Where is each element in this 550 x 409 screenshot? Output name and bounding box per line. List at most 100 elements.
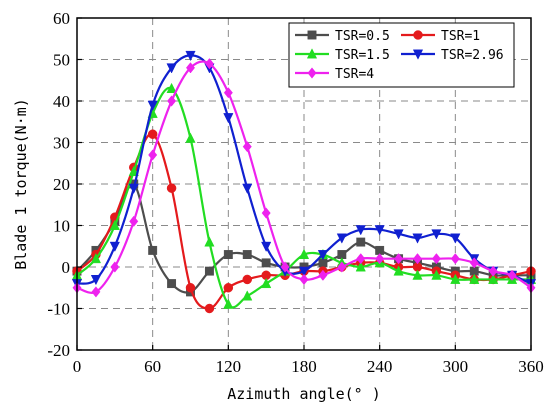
x-tick-label: 240 [367, 357, 393, 376]
data-point [185, 283, 196, 293]
data-point [261, 241, 272, 253]
data-point [204, 266, 214, 276]
data-point [261, 207, 271, 219]
legend-items: TSR=0.5 TSR=1 TSR=1.5 TSR=2.96 TSR=4 [295, 29, 504, 82]
data-point [318, 269, 328, 281]
data-point [261, 258, 271, 268]
legend-label: TSR=2.96 [441, 48, 504, 63]
x-tick-label: 0 [73, 357, 82, 376]
legend-entry: TSR=1.5 [295, 48, 390, 63]
data-point [337, 261, 347, 273]
data-point [450, 233, 461, 244]
y-tick-label: -20 [47, 341, 70, 360]
legend-label: TSR=0.5 [335, 29, 390, 44]
data-point [223, 113, 234, 124]
data-point [223, 283, 234, 293]
legend-swatch-marker [307, 30, 317, 40]
axis-ticks: 0 60 120 180 240 300 360 -20 -10 0 10 20 30 40 50 60 [47, 9, 543, 376]
data-point [166, 82, 177, 93]
series-layer [71, 50, 537, 314]
y-tick-label: 20 [53, 175, 70, 194]
data-point [148, 245, 158, 255]
data-point [488, 273, 499, 284]
data-point [488, 265, 498, 277]
data-point [412, 269, 423, 280]
data-point [128, 165, 139, 176]
data-point [128, 183, 139, 194]
data-point [167, 95, 177, 107]
data-point [185, 62, 196, 74]
data-point [431, 253, 441, 265]
data-point [469, 257, 479, 269]
data-point [242, 274, 252, 285]
legend-swatch-marker [412, 49, 424, 60]
legend: TSR=0.5 TSR=1 TSR=1.5 TSR=2.96 TSR=4 [288, 22, 515, 88]
legend-swatch-marker [306, 48, 318, 59]
y-tick-label: 10 [53, 217, 70, 236]
legend-label: TSR=1 [441, 29, 480, 44]
legend-swatch-marker [307, 67, 317, 79]
data-point [166, 183, 177, 193]
data-point [374, 225, 385, 236]
data-point [90, 275, 102, 286]
data-point [109, 219, 120, 230]
series-tsr-1-5 [71, 82, 537, 309]
data-point [91, 286, 101, 298]
x-tick-label: 360 [518, 357, 544, 376]
x-tick-label: 300 [443, 357, 469, 376]
data-point [223, 87, 233, 99]
data-point [204, 58, 214, 70]
data-point [223, 250, 233, 260]
data-point [507, 269, 517, 281]
data-point [375, 253, 385, 265]
data-point [356, 237, 366, 247]
y-tick-label: 30 [53, 134, 70, 153]
data-point [450, 273, 461, 284]
data-point [394, 253, 404, 265]
data-point [185, 132, 196, 143]
x-tick-label: 60 [144, 357, 161, 376]
data-point [355, 261, 366, 272]
data-point [317, 250, 329, 261]
data-point [450, 253, 460, 265]
data-point [242, 141, 252, 153]
data-point [469, 273, 480, 284]
data-point [129, 215, 139, 227]
data-point [90, 252, 102, 264]
data-point [185, 50, 196, 62]
series-tsr-4 [72, 58, 536, 298]
data-point [355, 225, 366, 236]
y-tick-label: 50 [53, 51, 70, 70]
data-point [298, 248, 310, 259]
y-tick-label: -10 [47, 300, 70, 319]
data-point [356, 253, 366, 265]
data-point [336, 233, 347, 244]
data-point [110, 261, 120, 273]
data-point [204, 236, 215, 247]
data-point [148, 149, 158, 161]
legend-label: TSR=1.5 [335, 48, 390, 63]
data-point [299, 273, 309, 286]
data-point [412, 233, 423, 244]
data-point [261, 277, 272, 289]
data-point [109, 241, 120, 253]
data-point [298, 266, 310, 277]
y-axis-label: Blade 1 torque(N·m) [12, 98, 30, 270]
data-point [204, 303, 215, 314]
data-point [242, 250, 252, 260]
data-point [147, 100, 158, 111]
data-point [167, 279, 177, 289]
legend-entry: TSR=2.96 [401, 48, 504, 63]
x-axis-label: Azimuth angle(° ) [227, 385, 381, 403]
data-point [242, 290, 253, 301]
series-tsr-2-96 [71, 50, 537, 290]
data-point [166, 63, 177, 74]
legend-entry: TSR=1 [401, 29, 480, 44]
data-point [242, 183, 253, 194]
y-tick-label: 40 [53, 92, 70, 111]
data-point [280, 261, 290, 273]
data-point [393, 265, 404, 276]
data-point [223, 298, 234, 309]
x-tick-label: 120 [216, 357, 242, 376]
